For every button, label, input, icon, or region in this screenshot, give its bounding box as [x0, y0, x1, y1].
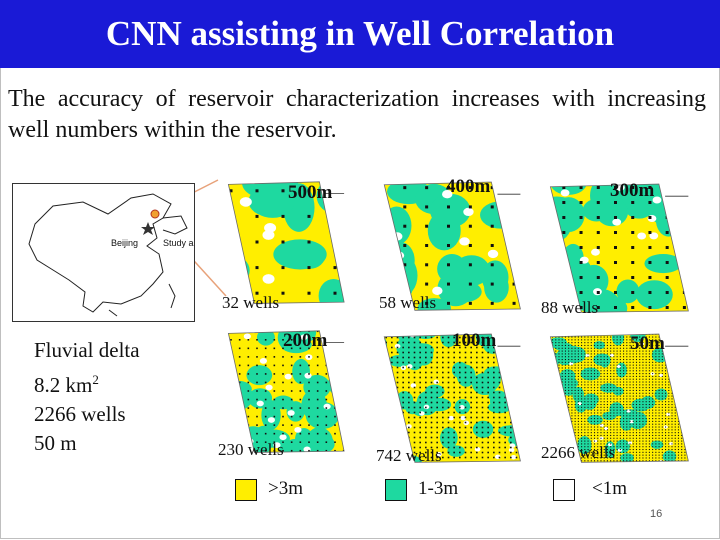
thickness-map-panel-6	[549, 333, 689, 463]
panel-spacing-label-4: 200m	[283, 330, 328, 351]
thickness-map-panel-1	[227, 181, 345, 304]
facts-line-2: 8.2 km2	[34, 372, 99, 397]
legend-swatch-thick	[235, 479, 257, 501]
facts-line-1: Fluvial delta	[34, 338, 140, 362]
location-map: Beijing Study area	[12, 183, 207, 322]
panel-wells-label-1: 32 wells	[222, 293, 280, 312]
legend-swatch-mid	[385, 479, 407, 501]
panel-wells-label-6: 2266 wells	[541, 443, 616, 462]
facts-line-3: 2266 wells	[34, 402, 126, 426]
legend-swatch-thin	[553, 479, 575, 501]
legend-label-thin: <1m	[592, 478, 627, 499]
panel-spacing-label-1: 500m	[288, 182, 333, 203]
reservoir-facts: Fluvial delta 8.2 km2 2266 wells 50 m	[34, 336, 140, 458]
thickness-map-panel-3	[549, 183, 689, 313]
facts-line-4: 50 m	[34, 431, 77, 455]
slide-subtitle: The accuracy of reservoir characterizati…	[8, 86, 706, 143]
china-outline-map: Beijing Study area	[28, 193, 207, 317]
slide-title: CNN assisting in Well Correlation	[105, 14, 615, 53]
panel-spacing-label-6: 50m	[630, 333, 665, 354]
thickness-map-panel-4	[227, 330, 345, 453]
legend-label-mid: 1-3m	[418, 478, 459, 499]
study-area-marker-icon	[150, 209, 160, 219]
study-area-label: Study area	[163, 238, 194, 248]
page-number: 16	[650, 508, 663, 520]
panel-spacing-label-5: 100m	[452, 330, 497, 351]
panel-wells-label-4: 230 wells	[218, 440, 284, 459]
legend-label-thick: >3m	[268, 478, 303, 499]
panel-wells-label-5: 742 wells	[376, 446, 442, 465]
thickness-map-panel-2	[383, 181, 521, 311]
panel-wells-label-3: 88 wells	[541, 298, 599, 317]
beijing-star-icon	[141, 222, 155, 235]
panel-wells-label-2: 58 wells	[379, 293, 437, 312]
beijing-label: Beijing	[111, 238, 138, 248]
thickness-map-panel-5	[383, 333, 521, 463]
slide-title-bar: CNN assisting in Well Correlation	[0, 0, 720, 68]
panel-spacing-label-2: 400m	[446, 176, 491, 197]
panel-spacing-label-3: 300m	[610, 180, 655, 201]
